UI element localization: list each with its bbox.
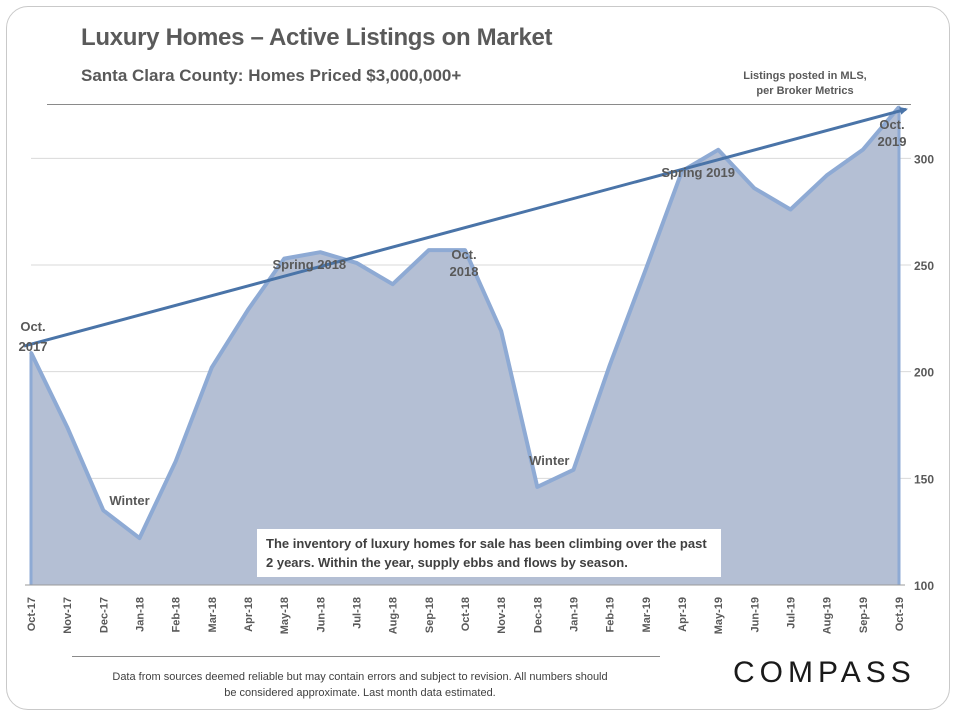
data-point-Nov-18: [499, 329, 503, 333]
data-point-Dec-17: [101, 508, 105, 512]
callout-box: The inventory of luxury homes for sale h…: [257, 529, 721, 577]
data-point-Oct-18: [463, 248, 467, 252]
data-point-Jan-19: [572, 468, 575, 472]
y-tick-label-150: 150: [914, 472, 934, 486]
x-tick-label-Jan-18: Jan-18: [135, 597, 147, 632]
x-tick-label-Jan-19: Jan-19: [569, 597, 581, 632]
x-tick-label-Dec-17: Dec-17: [98, 597, 110, 633]
data-point-Mar-18: [210, 365, 214, 369]
annotation-4-line-0: Winter: [529, 453, 569, 468]
source-note-line2: per Broker Metrics: [756, 85, 854, 97]
data-point-Apr-18: [246, 308, 250, 312]
x-tick-label-Jun-19: Jun-19: [749, 597, 761, 632]
compass-logo: COMPASS: [733, 656, 916, 689]
chart-title: Luxury Homes – Active Listings on Market: [81, 24, 553, 51]
x-tick-label-Aug-19: Aug-19: [822, 597, 834, 634]
annotation-5-line-0: Spring 2019: [661, 165, 735, 180]
x-tick-label-Sep-19: Sep-19: [858, 597, 870, 633]
series-area-active-listings: [31, 107, 899, 585]
x-tick-label-Nov-18: Nov-18: [496, 597, 508, 634]
data-point-Oct-19: [897, 105, 901, 109]
x-tick-label-Jul-19: Jul-19: [786, 597, 798, 629]
data-point-Feb-19: [608, 363, 612, 367]
data-point-May-19: [716, 148, 720, 152]
footer-disclaimer: Data from sources deemed reliable but ma…: [112, 671, 608, 699]
x-tick-label-Mar-19: Mar-19: [641, 597, 653, 632]
y-tick-label-250: 250: [914, 259, 934, 273]
annotation-2-line-0: Spring 2018: [272, 257, 346, 272]
annotation-0-line-0: Oct.: [20, 319, 45, 334]
x-tick-label-Feb-18: Feb-18: [171, 597, 183, 632]
data-point-Dec-18: [535, 485, 539, 489]
data-point-May-18: [282, 257, 286, 261]
data-point-Jan-18: [138, 536, 141, 540]
footer-divider: [72, 656, 660, 657]
data-point-Oct-17: [29, 350, 33, 354]
x-tick-label-Dec-18: Dec-18: [532, 597, 544, 633]
header-divider: [47, 104, 911, 105]
x-tick-label-May-18: May-18: [279, 597, 291, 634]
x-tick-label-Apr-19: Apr-19: [677, 597, 689, 632]
source-note: Listings posted in MLS, per Broker Metri…: [700, 69, 910, 99]
data-point-Aug-18: [391, 282, 395, 286]
trend-line: [23, 106, 908, 348]
annotation-3-line-0: Oct.: [451, 247, 476, 262]
data-point-Aug-19: [825, 173, 829, 177]
x-tick-label-Sep-18: Sep-18: [424, 597, 436, 633]
annotation-0-line-1: 2017: [19, 339, 48, 354]
source-note-line1: Listings posted in MLS,: [743, 70, 867, 82]
x-tick-label-Nov-17: Nov-17: [62, 597, 74, 634]
x-tick-label-Feb-19: Feb-19: [605, 597, 617, 632]
x-tick-label-Aug-18: Aug-18: [388, 597, 400, 634]
data-point-Jul-19: [789, 208, 792, 212]
annotation-1-line-0: Winter: [109, 493, 149, 508]
data-point-Feb-18: [174, 459, 178, 463]
x-tick-label-Oct-19: Oct-19: [894, 597, 906, 631]
data-point-Mar-19: [644, 267, 648, 271]
x-tick-label-Jul-18: Jul-18: [352, 597, 364, 629]
annotation-3-line-1: 2018: [450, 264, 479, 279]
x-tick-label-Apr-18: Apr-18: [243, 597, 255, 632]
x-tick-label-Mar-18: Mar-18: [207, 597, 219, 632]
y-tick-label-200: 200: [914, 366, 934, 380]
y-tick-label-300: 300: [914, 152, 934, 166]
annotation-6-line-0: Oct.: [879, 117, 904, 132]
data-point-Sep-18: [427, 248, 431, 252]
data-point-Jul-18: [355, 261, 358, 265]
y-tick-label-100: 100: [914, 579, 934, 593]
data-point-Jun-18: [318, 250, 322, 254]
data-point-Sep-19: [861, 148, 865, 152]
x-tick-label-Jun-18: Jun-18: [315, 597, 327, 632]
chart-subtitle: Santa Clara County: Homes Priced $3,000,…: [81, 66, 462, 85]
x-tick-label-Oct-18: Oct-18: [460, 597, 472, 631]
data-point-Nov-17: [65, 425, 69, 429]
annotation-6-line-1: 2019: [878, 134, 907, 149]
x-tick-label-May-19: May-19: [713, 597, 725, 634]
data-point-Jun-19: [752, 186, 756, 190]
x-tick-label-Oct-17: Oct-17: [26, 597, 38, 631]
